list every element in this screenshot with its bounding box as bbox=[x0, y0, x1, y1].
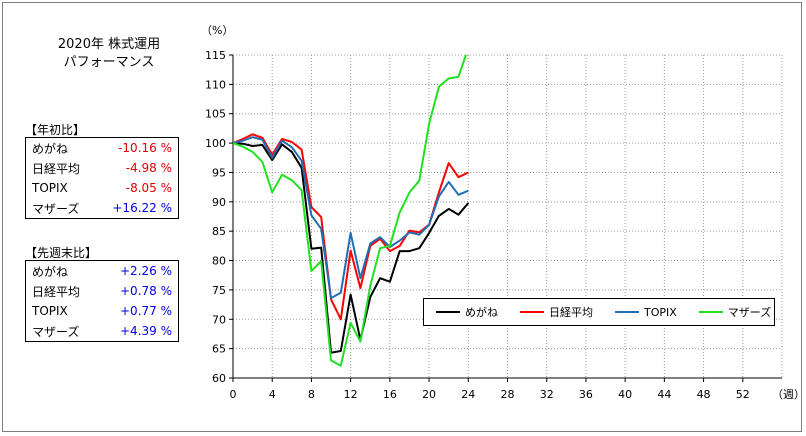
wow-header: 【先週末比】 bbox=[25, 246, 98, 260]
y-tick-label: 75 bbox=[212, 284, 226, 297]
title-line-2: パフォーマンス bbox=[63, 55, 155, 70]
ytd-value: -4.98 % bbox=[125, 161, 172, 175]
x-tick-label: 0 bbox=[230, 388, 237, 401]
x-tick-label: 20 bbox=[422, 388, 436, 401]
x-tick-label: 36 bbox=[579, 388, 593, 401]
y-tick-label: 95 bbox=[212, 166, 226, 179]
wow-name: 日経平均 bbox=[32, 284, 81, 299]
ytd-value: -8.05 % bbox=[125, 181, 172, 195]
legend-label: めがね bbox=[465, 306, 498, 319]
wow-name: TOPIX bbox=[32, 304, 68, 318]
wow-value: +2.26 % bbox=[120, 264, 172, 278]
wow-table: めがね +2.26 % 日経平均 +0.78 % TOPIX +0.77 % マ… bbox=[25, 260, 179, 342]
ytd-row: めがね -10.16 % bbox=[26, 138, 179, 159]
y-axis-unit: （%） bbox=[201, 24, 233, 37]
wow-row: めがね +2.26 % bbox=[26, 261, 179, 282]
y-tick-label: 110 bbox=[205, 78, 226, 91]
y-tick-label: 85 bbox=[212, 225, 226, 238]
y-tick-label: 65 bbox=[212, 343, 226, 356]
x-axis-unit: （週） bbox=[772, 388, 805, 401]
legend-swatch bbox=[698, 311, 723, 313]
wow-row: 日経平均 +0.78 % bbox=[26, 281, 179, 301]
wow-name: めがね bbox=[32, 264, 69, 279]
wow-value: +4.39 % bbox=[120, 324, 172, 338]
wow-row: マザーズ +4.39 % bbox=[26, 321, 179, 342]
series-line bbox=[233, 142, 470, 354]
chart-title: 2020年 株式運用 パフォーマンス bbox=[34, 36, 184, 72]
y-tick-label: 100 bbox=[205, 137, 226, 150]
y-tick-label: 80 bbox=[212, 255, 226, 268]
ytd-name: マザーズ bbox=[32, 201, 80, 216]
title-line-1: 2020年 株式運用 bbox=[57, 37, 161, 52]
legend-item: TOPIX bbox=[615, 306, 677, 319]
x-tick-label: 52 bbox=[736, 388, 750, 401]
x-tick-label: 40 bbox=[618, 388, 632, 401]
legend-label: TOPIX bbox=[644, 305, 677, 319]
legend-item: マザーズ bbox=[698, 304, 772, 320]
ytd-row: 日経平均 -4.98 % bbox=[26, 158, 179, 178]
legend-label: マザーズ bbox=[727, 306, 772, 319]
series-line bbox=[233, 55, 467, 367]
x-tick-label: 28 bbox=[501, 388, 515, 401]
chart-legend: めがね 日経平均 TOPIX マザーズ bbox=[423, 298, 775, 326]
legend-item: 日経平均 bbox=[520, 304, 593, 320]
ytd-header: 【年初比】 bbox=[25, 123, 86, 137]
ytd-value: +16.22 % bbox=[112, 201, 172, 215]
y-tick-label: 115 bbox=[205, 49, 226, 62]
legend-swatch bbox=[436, 311, 460, 313]
legend-swatch bbox=[615, 311, 639, 313]
ytd-row: TOPIX -8.05 % bbox=[26, 178, 179, 198]
ytd-table: めがね -10.16 % 日経平均 -4.98 % TOPIX -8.05 % … bbox=[25, 137, 179, 219]
legend-swatch bbox=[520, 311, 544, 313]
x-tick-label: 44 bbox=[657, 388, 671, 401]
x-tick-label: 32 bbox=[540, 388, 554, 401]
y-tick-label: 60 bbox=[212, 372, 226, 385]
ytd-name: TOPIX bbox=[32, 181, 68, 195]
legend-item: めがね bbox=[436, 304, 498, 320]
chart-frame bbox=[2, 2, 802, 432]
ytd-value: -10.16 % bbox=[118, 141, 172, 155]
wow-value: +0.78 % bbox=[120, 284, 172, 298]
x-tick-label: 24 bbox=[461, 388, 475, 401]
x-tick-label: 12 bbox=[344, 388, 358, 401]
y-tick-label: 90 bbox=[212, 196, 226, 209]
y-tick-label: 70 bbox=[212, 313, 226, 326]
wow-value: +0.77 % bbox=[120, 304, 172, 318]
ytd-name: めがね bbox=[32, 141, 69, 156]
ytd-name: 日経平均 bbox=[32, 161, 81, 176]
x-tick-label: 48 bbox=[697, 388, 711, 401]
x-tick-label: 8 bbox=[308, 388, 315, 401]
ytd-row: マザーズ +16.22 % bbox=[26, 198, 179, 219]
wow-name: マザーズ bbox=[32, 324, 80, 339]
x-tick-label: 4 bbox=[269, 388, 276, 401]
x-tick-label: 16 bbox=[383, 388, 397, 401]
y-tick-label: 105 bbox=[205, 108, 226, 121]
series-line bbox=[233, 136, 469, 300]
legend-label: 日経平均 bbox=[549, 306, 593, 319]
wow-row: TOPIX +0.77 % bbox=[26, 301, 179, 321]
